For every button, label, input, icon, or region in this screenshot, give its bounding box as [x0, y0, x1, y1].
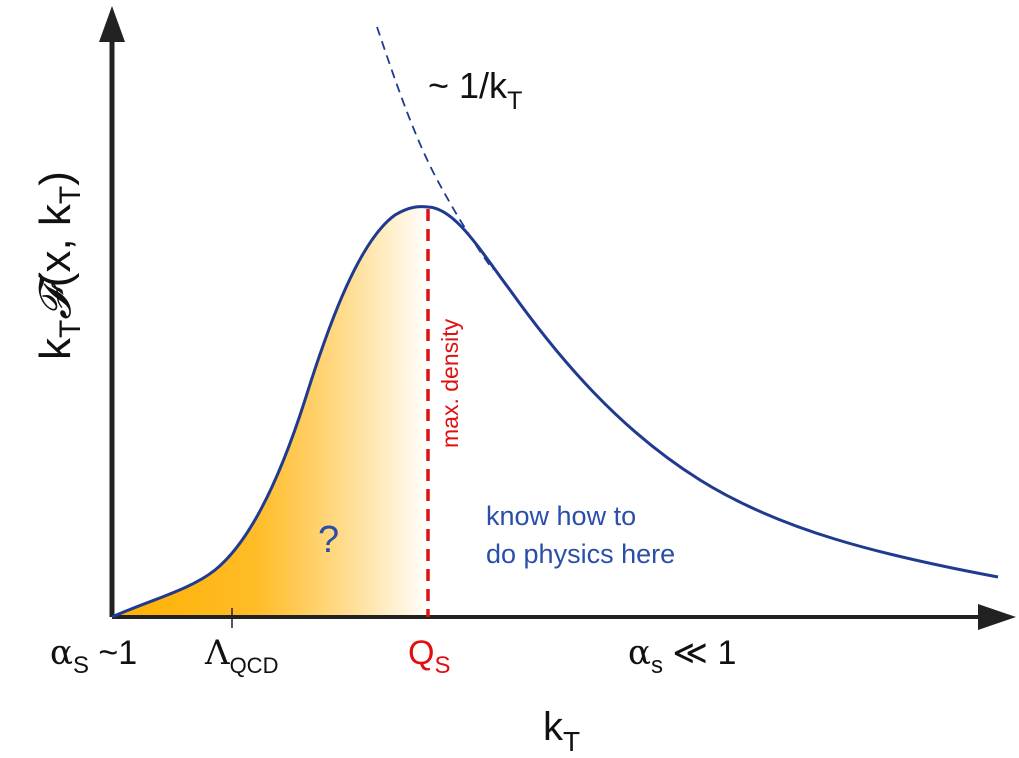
y-axis-label-args-sub: T — [54, 186, 87, 204]
tick-label-alpha-s-weak-greek: α — [628, 633, 651, 673]
tick-label-alpha-s-strong-rest: ~1 — [89, 634, 137, 672]
tick-label-alpha-s-strong: αS ~1 — [50, 633, 137, 679]
max-density-label: max. density — [437, 318, 463, 448]
y-axis-label-args-open: (x, k — [31, 203, 80, 287]
tick-label-alpha-s-weak-rest: ≪ 1 — [663, 634, 736, 672]
tick-label-alpha-s-weak-sub: s — [651, 652, 663, 679]
x-axis-arrowhead — [978, 604, 1016, 630]
y-axis-label-k: k — [31, 337, 80, 360]
unknown-region-question-mark: ? — [318, 519, 339, 561]
asymptote-dashed-line — [376, 26, 494, 271]
tick-label-qs: QS — [408, 634, 450, 679]
y-axis-label: kT𝓕(x, kT) — [30, 171, 87, 360]
tick-label-alpha-s-strong-sub: S — [73, 652, 89, 679]
tick-label-lambda-qcd: ΛQCD — [204, 633, 278, 678]
y-axis-label-args-close: ) — [31, 171, 80, 186]
tick-label-alpha-s-weak: αs ≪ 1 — [628, 633, 736, 679]
tick-label-alpha-s-strong-greek: α — [50, 633, 73, 673]
asymptote-label: ~ 1/kT — [428, 65, 522, 115]
x-axis-label-k-sub: T — [563, 726, 580, 757]
known-region-text-line-1: know how to — [486, 501, 636, 531]
tick-label-lambda-qcd-greek: Λ — [204, 633, 230, 673]
x-axis-label-k: k — [543, 705, 564, 749]
y-axis-arrowhead — [99, 6, 125, 42]
known-region-text-line-2: do physics here — [486, 539, 675, 569]
tick-label-qs-sub: S — [434, 652, 450, 679]
tick-label-lambda-qcd-sub: QCD — [230, 653, 279, 678]
saturation-region-shading — [112, 206, 428, 617]
distribution-curve — [111, 205, 999, 619]
x-axis-label: kT — [543, 705, 580, 757]
asymptote-label-sub: T — [507, 87, 522, 115]
asymptote-label-prefix: ~ 1/k — [428, 65, 508, 106]
y-axis-label-k-sub: T — [54, 320, 87, 338]
tick-label-qs-main: Q — [408, 634, 434, 672]
